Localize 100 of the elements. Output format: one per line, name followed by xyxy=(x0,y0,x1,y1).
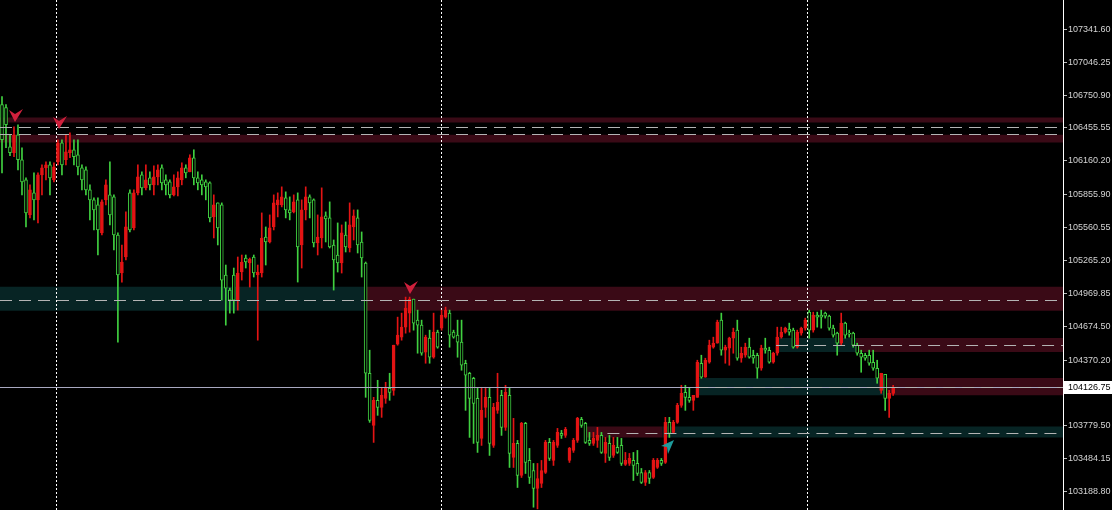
candlestick xyxy=(28,184,32,219)
candlestick xyxy=(731,327,736,354)
candlestick xyxy=(104,179,108,206)
candlestick xyxy=(875,359,880,384)
candlestick xyxy=(807,309,812,339)
ref-line-label: 104126.75 xyxy=(1068,381,1111,392)
candlestick xyxy=(843,321,848,339)
candlestick xyxy=(120,244,124,283)
candlestick xyxy=(211,194,216,239)
candlestick xyxy=(347,202,352,253)
candlestick xyxy=(16,124,20,171)
y-tick-label: 105855.90 xyxy=(1068,189,1111,200)
y-tick-label: 106455.55 xyxy=(1068,122,1111,133)
candlestick xyxy=(235,256,240,311)
candlestick xyxy=(56,139,60,166)
candlestick xyxy=(795,329,800,349)
candlestick xyxy=(76,139,80,176)
candlestick xyxy=(199,174,204,196)
candlestick xyxy=(144,164,148,191)
candlestick xyxy=(343,221,348,253)
candlestick xyxy=(136,164,140,196)
candlestick xyxy=(191,149,196,186)
candlestick xyxy=(72,139,76,166)
candlestick xyxy=(48,161,52,196)
candlestick xyxy=(219,202,224,301)
candlestick xyxy=(68,132,72,159)
candlestick xyxy=(767,346,772,364)
candlestick xyxy=(811,311,816,333)
candlestick xyxy=(64,134,68,166)
candlestick xyxy=(168,179,172,199)
y-tick-label: 107046.25 xyxy=(1068,56,1111,67)
candlestick xyxy=(251,254,256,278)
candlestick xyxy=(299,199,304,269)
candlestick xyxy=(291,194,296,214)
candlestick xyxy=(835,331,840,356)
y-tick-label: 103484.15 xyxy=(1068,453,1111,464)
candlestick xyxy=(207,181,212,223)
candlestick xyxy=(247,257,252,288)
candlestick xyxy=(311,198,316,248)
candlestick xyxy=(44,161,48,181)
candlestick xyxy=(100,199,104,236)
candlestick xyxy=(315,214,320,256)
candlestick xyxy=(88,184,92,221)
y-tick-label: 104969.85 xyxy=(1068,287,1111,298)
candlestick xyxy=(140,171,144,196)
candlestick xyxy=(156,164,160,186)
candlestick xyxy=(164,174,168,196)
candlestick xyxy=(36,172,40,224)
candlestick xyxy=(859,349,864,373)
candlestick xyxy=(52,162,56,183)
candlestick xyxy=(735,319,740,361)
candlestick xyxy=(112,194,116,251)
y-tick-label: 107341.60 xyxy=(1068,23,1111,34)
candlestick xyxy=(12,126,16,158)
candlestick xyxy=(32,172,36,221)
candlestick xyxy=(739,346,744,363)
candlestick xyxy=(559,430,564,439)
y-tick-label: 104674.50 xyxy=(1068,320,1111,331)
y-tick-label: 105560.55 xyxy=(1068,222,1111,233)
candlestick xyxy=(116,232,120,343)
candlestick xyxy=(231,267,236,314)
candlestick xyxy=(263,226,268,266)
candlestick xyxy=(124,211,128,261)
candlestick xyxy=(283,191,288,219)
candlestick xyxy=(20,147,24,196)
candlestick xyxy=(839,312,844,346)
y-tick-label: 104370.20 xyxy=(1068,354,1111,365)
candlestick xyxy=(339,224,344,274)
candlestick xyxy=(60,139,64,176)
candlestick xyxy=(791,327,796,349)
candlestick xyxy=(148,171,152,191)
candlestick xyxy=(160,164,164,191)
candlestick xyxy=(751,349,756,364)
candlestick xyxy=(879,372,883,394)
y-tick-label: 105265.20 xyxy=(1068,255,1111,266)
candlestick xyxy=(96,197,100,256)
candlestick xyxy=(743,342,748,358)
candlestick xyxy=(84,166,88,196)
y-tick-label: 103779.50 xyxy=(1068,420,1111,431)
candlestick xyxy=(8,134,12,157)
candlestick xyxy=(187,154,192,173)
y-tick-label: 106750.90 xyxy=(1068,89,1111,100)
candlestick xyxy=(783,326,788,334)
candlestick xyxy=(803,317,808,331)
candlestick xyxy=(883,373,887,411)
candlestick xyxy=(715,319,720,344)
y-tick-label: 103188.80 xyxy=(1068,486,1111,497)
candlestick xyxy=(152,165,156,196)
candlestick xyxy=(891,384,895,396)
candlestick xyxy=(719,312,724,356)
y-tick-label: 106160.20 xyxy=(1068,155,1111,166)
candlestick xyxy=(108,161,112,226)
candlestick xyxy=(887,389,891,418)
candlestick xyxy=(24,177,28,228)
candlestick xyxy=(4,104,8,149)
candlestick xyxy=(80,164,84,191)
candlestick xyxy=(295,192,300,283)
candlestick xyxy=(184,164,188,179)
candlestick xyxy=(759,344,764,371)
candlestick xyxy=(92,197,96,231)
